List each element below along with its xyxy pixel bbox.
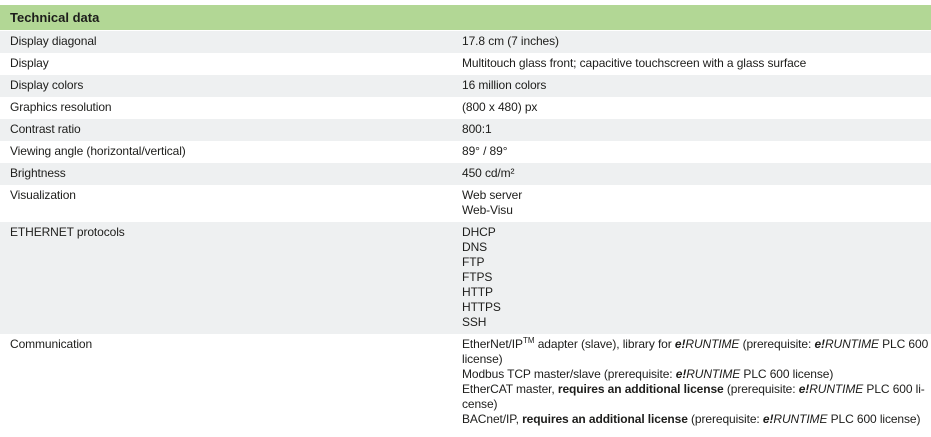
spec-row: Contrast ratio 800:1 [0,119,931,141]
value-line: Multitouch glass front; capacitive touch… [462,56,807,70]
value-line: Web-Visu [462,203,513,217]
spec-label: Display colors [10,78,84,92]
spec-row: ETHERNET protocols DHCP DNS FTP FTPS HTTP HTTP… [0,222,931,334]
spec-value: (800 x 480) px [462,100,931,115]
spec-value: DHCP DNS FTP FTPS HTTP HTTPS SSH [462,225,931,330]
value-line: 17.8 cm (7 inches) [462,34,559,48]
value-line: FTPS [462,270,493,284]
styled-text-segment: RUNTIME [824,337,879,351]
spec-row: Brightness 450 cd/m² [0,163,931,185]
spec-value: 450 cd/m² [462,166,931,181]
styled-text-segment: e! [762,412,774,426]
value-line: (800 x 480) px [462,100,538,114]
spec-value: Multitouch glass front; capacitive touch… [462,56,931,71]
value-line: HTTP [462,285,493,299]
spec-row: Graphics resolution (800 x 480) px [0,97,931,119]
spec-row: Communication EtherNet/IPTM adapter (slav… [0,334,931,431]
styled-text-segment: e! [674,337,686,351]
value-line: SSH [462,315,487,329]
value-line: DNS [462,240,488,254]
spec-row: Visualization Web server Web-Visu [0,185,931,222]
spec-row: Display colors 16 million colors [0,75,931,97]
styled-text-segment: requires an additional license [522,412,688,426]
spec-value: 800:1 [462,122,931,137]
styled-text-segment: e! [798,382,810,396]
value-line: DHCP [462,225,496,239]
spec-value: Web server Web-Visu [462,188,931,218]
value-line: cense) [462,397,498,411]
spec-label: ETHERNET protocols [10,225,125,239]
spec-label: Display [10,56,49,70]
table-title: Technical data [10,10,100,25]
table-header: Technical data [0,5,931,30]
spec-label: Graphics resolution [10,100,112,114]
spec-label: Brightness [10,166,66,180]
value-line: Web server [462,188,523,202]
value-line: EtherCAT master, requires an additional … [462,382,925,396]
value-line: BACnet/IP, requires an additional licens… [462,412,921,426]
styled-text-segment: RUNTIME [773,412,828,426]
value-line: 16 million colors [462,78,547,92]
value-line: 800:1 [462,122,492,136]
spec-label: Viewing angle (horizontal/vertical) [10,144,186,158]
spec-row: Viewing angle (horizontal/vertical) 89° /… [0,141,931,163]
spec-label: Display diagonal [10,34,97,48]
spec-label: Communication [10,337,93,351]
spec-row: Display Multitouch glass front; capacitiv… [0,53,931,75]
value-line: HTTPS [462,300,501,314]
styled-text-segment: e! [814,337,825,351]
technical-data-table: Technical data Display diagonal 17.8 cm (… [0,5,931,431]
spec-row: Display diagonal 17.8 cm (7 inches) [0,31,931,53]
spec-value: EtherNet/IPTM adapter (slave), library f… [462,337,931,427]
styled-text-segment: RUNTIME [685,337,740,351]
value-line: license) [462,352,503,366]
spec-value: 16 million colors [462,78,931,93]
value-line: FTP [462,255,485,269]
value-line: 89° / 89° [462,144,508,158]
trademark-superscript: TM [522,336,535,345]
value-line: Modbus TCP master/slave (prerequisite: e… [462,367,834,381]
table-rows: Display diagonal 17.8 cm (7 inches) Displa… [0,31,931,431]
value-line: EtherNet/IPTM adapter (slave), library f… [462,336,929,352]
styled-text-segment: requires an additional license [557,382,724,396]
spec-value: 89° / 89° [462,144,931,159]
styled-text-segment: RUNTIME [686,367,741,381]
spec-value: 17.8 cm (7 inches) [462,34,931,49]
styled-text-segment: RUNTIME [809,382,864,396]
styled-text-segment: e! [675,367,687,381]
spec-label: Visualization [10,188,76,202]
value-line: 450 cd/m² [462,166,515,180]
spec-label: Contrast ratio [10,122,81,136]
